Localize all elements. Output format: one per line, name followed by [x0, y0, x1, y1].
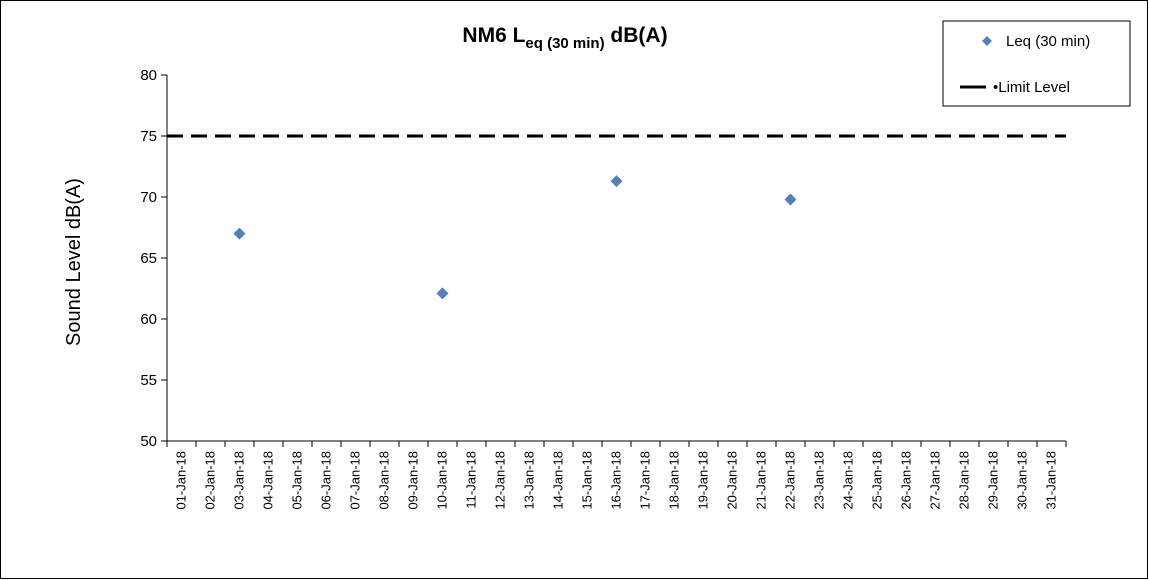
x-tick-label: 11-Jan-18 [464, 451, 479, 509]
y-tick-label: 60 [140, 311, 157, 328]
data-point-marker [233, 227, 246, 240]
x-tick-label: 24-Jan-18 [841, 451, 856, 510]
x-tick-label: 20-Jan-18 [725, 451, 740, 510]
x-tick-label: 25-Jan-18 [870, 451, 885, 510]
x-tick-label: 21-Jan-18 [754, 451, 769, 510]
chart-title: NM6 Leq (30 min) dB(A) [462, 24, 667, 52]
y-tick-label: 80 [140, 67, 157, 84]
y-tick-label: 50 [140, 433, 157, 450]
x-tick-label: 07-Jan-18 [348, 451, 363, 510]
x-tick-label: 15-Jan-18 [580, 451, 595, 510]
y-axis-label: Sound Level dB(A) [63, 178, 85, 346]
x-tick-label: 03-Jan-18 [232, 451, 247, 510]
y-tick-label: 65 [140, 250, 157, 267]
x-tick-label: 12-Jan-18 [493, 451, 508, 510]
x-tick-label: 29-Jan-18 [986, 451, 1001, 510]
y-tick-label: 75 [140, 128, 157, 145]
data-point-marker [784, 193, 797, 206]
legend: Leq (30 min) •Limit Level [942, 20, 1131, 107]
legend-limit-label: •Limit Level [993, 79, 1070, 96]
chart-title-subscript: eq (30 min) [525, 35, 604, 52]
legend-box [942, 20, 1131, 107]
x-tick-label: 27-Jan-18 [928, 451, 943, 510]
x-tick-label: 09-Jan-18 [406, 451, 421, 510]
x-tick-label: 01-Jan-18 [174, 451, 189, 510]
y-tick-label: 70 [140, 189, 157, 206]
x-tick-label: 16-Jan-18 [609, 451, 624, 510]
x-tick-label: 31-Jan-18 [1044, 451, 1059, 510]
chart-title-suffix: dB(A) [605, 24, 668, 47]
x-tick-label: 04-Jan-18 [261, 451, 276, 510]
data-point-marker [436, 287, 449, 300]
x-tick-label: 02-Jan-18 [203, 451, 218, 510]
x-tick-label: 28-Jan-18 [957, 451, 972, 510]
x-tick-label: 08-Jan-18 [377, 451, 392, 510]
x-tick-label: 18-Jan-18 [667, 451, 682, 510]
x-tick-label: 23-Jan-18 [812, 451, 827, 510]
x-tick-label: 13-Jan-18 [522, 451, 537, 510]
x-tick-label: 05-Jan-18 [290, 451, 305, 510]
x-tick-label: 17-Jan-18 [638, 451, 653, 510]
x-tick-label: 30-Jan-18 [1015, 451, 1030, 510]
x-tick-label: 19-Jan-18 [696, 451, 711, 510]
x-tick-label: 06-Jan-18 [319, 451, 334, 510]
data-point-marker [610, 175, 623, 188]
y-tick-label: 55 [140, 372, 157, 389]
x-tick-label: 22-Jan-18 [783, 451, 798, 510]
x-tick-label: 26-Jan-18 [899, 451, 914, 510]
plot-area: 50 55 60 65 70 75 80 01-Jan-18 02-Jan-18 03-Jan-1… [140, 67, 1067, 510]
legend-leq-label: Leq (30 min) [1006, 33, 1090, 50]
legend-diamond-marker-icon [982, 36, 992, 46]
x-tick-label: 14-Jan-18 [551, 451, 566, 510]
x-tick-label: 10-Jan-18 [435, 451, 450, 510]
